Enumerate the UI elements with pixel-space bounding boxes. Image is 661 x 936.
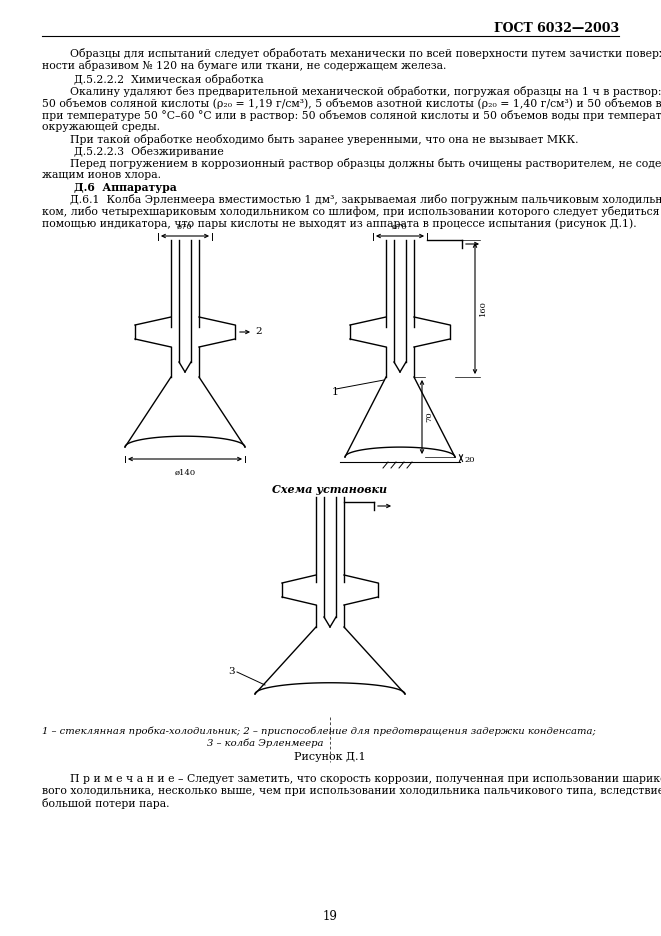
- Text: Окалину удаляют без предварительной механической обработки, погружая образцы на : Окалину удаляют без предварительной меха…: [42, 86, 661, 97]
- Text: 3 – колба Эрленмеера: 3 – колба Эрленмеера: [207, 739, 323, 749]
- Text: П р и м е ч а н и е – Следует заметить, что скорость коррозии, полученная при ис: П р и м е ч а н и е – Следует заметить, …: [42, 774, 661, 784]
- Text: Д.5.2.2.3  Обезжиривание: Д.5.2.2.3 Обезжиривание: [74, 146, 224, 157]
- Text: ø70: ø70: [392, 223, 408, 231]
- Text: 20: 20: [464, 456, 475, 463]
- Text: 70: 70: [425, 412, 433, 422]
- Text: помощью индикатора, что пары кислоты не выходят из аппарата в процессе испытания: помощью индикатора, что пары кислоты не …: [42, 218, 637, 228]
- Text: 2: 2: [255, 327, 262, 336]
- Text: 50 объемов соляной кислоты (ρ₂₀ = 1,19 г/см³), 5 объемов азотной кислоты (ρ₂₀ = : 50 объемов соляной кислоты (ρ₂₀ = 1,19 г…: [42, 98, 661, 109]
- Text: Образцы для испытаний следует обработать механически по всей поверхности путем з: Образцы для испытаний следует обработать…: [42, 48, 661, 59]
- Text: 3: 3: [228, 667, 235, 677]
- Text: большой потери пара.: большой потери пара.: [42, 798, 169, 809]
- Text: вого холодильника, несколько выше, чем при использовании холодильника пальчиково: вого холодильника, несколько выше, чем п…: [42, 786, 661, 796]
- Text: Перед погружением в коррозионный раствор образцы должны быть очищены растворител: Перед погружением в коррозионный раствор…: [42, 158, 661, 169]
- Text: окружающей среды.: окружающей среды.: [42, 122, 160, 132]
- Text: ГОСТ 6032—2003: ГОСТ 6032—2003: [494, 22, 619, 35]
- Text: Схема установки: Схема установки: [272, 484, 387, 495]
- Text: Д.5.2.2.2  Химическая обработка: Д.5.2.2.2 Химическая обработка: [74, 74, 264, 85]
- Text: жащим ионов хлора.: жащим ионов хлора.: [42, 170, 161, 180]
- Text: Д.6.1  Колба Эрленмеера вместимостью 1 дм³, закрываемая либо погружным пальчиков: Д.6.1 Колба Эрленмеера вместимостью 1 дм…: [42, 194, 661, 205]
- Text: ø140: ø140: [175, 469, 196, 477]
- Text: ком, либо четырехшариковым холодильником со шлифом, при использовании которого с: ком, либо четырехшариковым холодильником…: [42, 206, 661, 217]
- Text: ности абразивом № 120 на бумаге или ткани, не содержащем железа.: ности абразивом № 120 на бумаге или ткан…: [42, 60, 446, 71]
- Text: 1 – стеклянная пробка-холодильник; 2 – приспособление для предотвращения задержк: 1 – стеклянная пробка-холодильник; 2 – п…: [42, 726, 596, 736]
- Text: 1: 1: [332, 387, 339, 397]
- Text: При такой обработке необходимо быть заранее уверенными, что она не вызывает МКК.: При такой обработке необходимо быть зара…: [42, 134, 578, 145]
- Text: ø70: ø70: [177, 223, 193, 231]
- Text: при температуре 50 °C–60 °C или в раствор: 50 объемов соляной кислоты и 50 объем: при температуре 50 °C–60 °C или в раство…: [42, 110, 661, 121]
- Text: 19: 19: [323, 910, 337, 923]
- Text: Рисунок Д.1: Рисунок Д.1: [294, 752, 366, 762]
- Text: Д.6  Аппаратура: Д.6 Аппаратура: [74, 182, 176, 193]
- Text: 160: 160: [479, 300, 487, 316]
